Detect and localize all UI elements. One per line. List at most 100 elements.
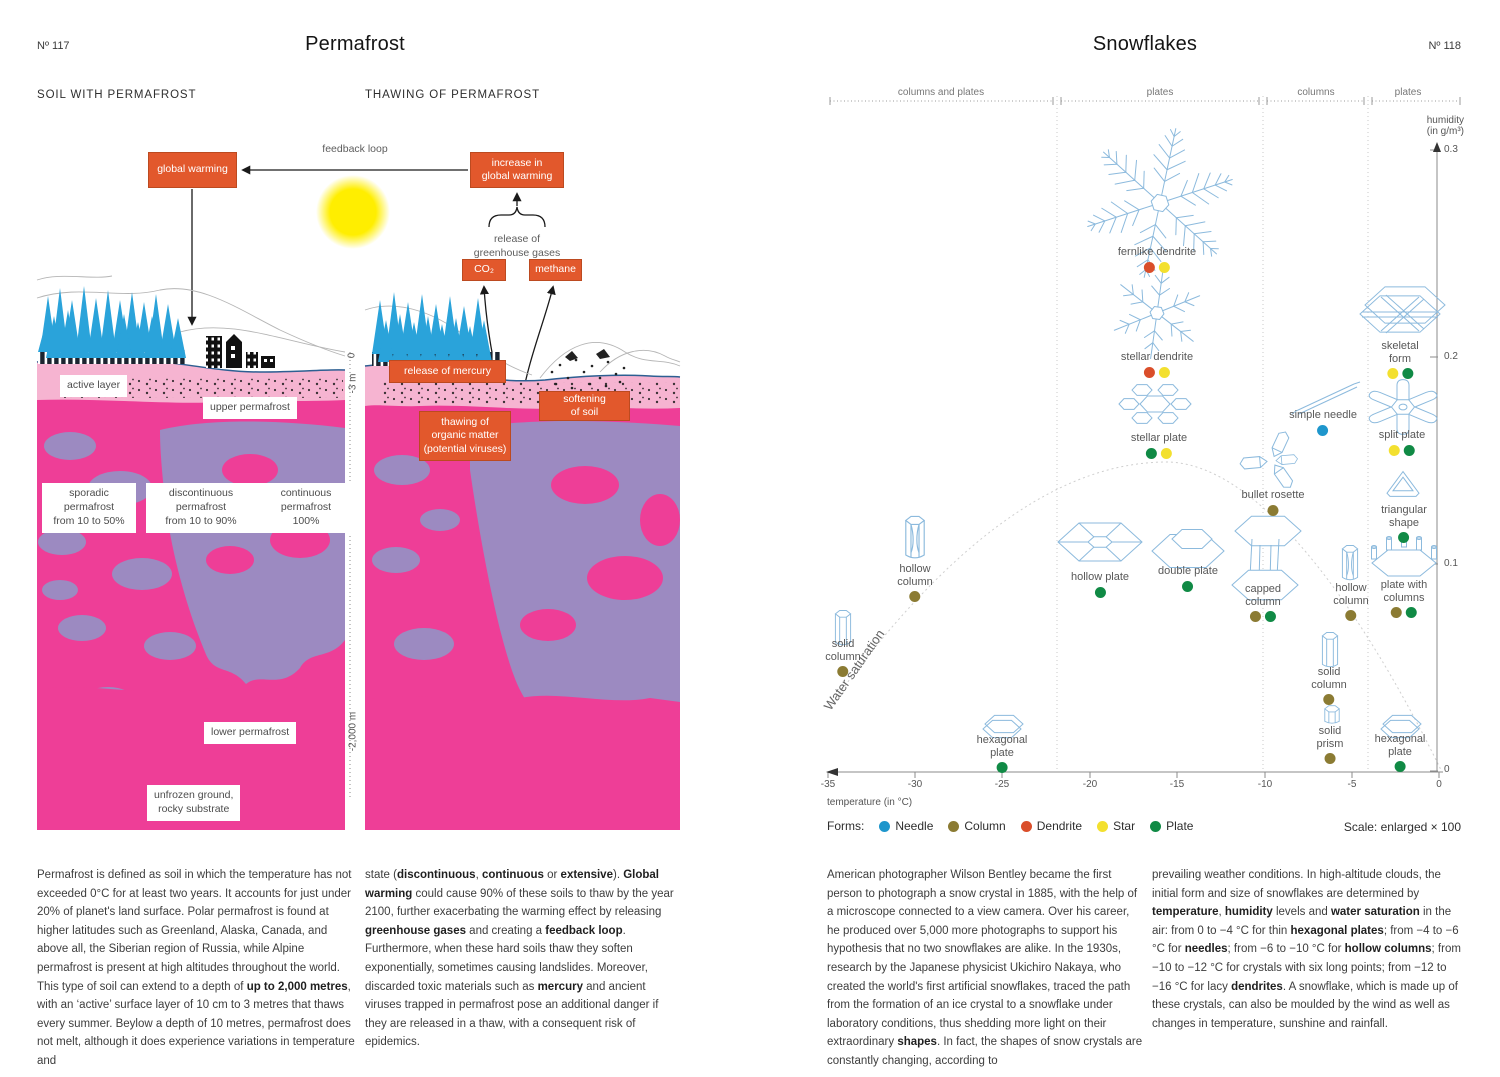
snowflake-chart-art xyxy=(826,96,1460,778)
y-tick-03: 0.3 xyxy=(1444,144,1458,155)
water-saturation-curve xyxy=(829,461,1442,771)
y-tick-01: 0.1 xyxy=(1444,558,1458,569)
form-dot xyxy=(1020,820,1032,832)
form-dot xyxy=(1401,368,1413,379)
forms-legend: Forms: Needle Column Dendrite Star Plate xyxy=(827,819,1193,833)
x-tick: -25 xyxy=(994,779,1010,790)
double-plate-icon xyxy=(1152,529,1224,567)
body-text-left-col1: Permafrost is defined as soil in which t… xyxy=(37,869,355,1067)
chart-item: capped column xyxy=(1245,583,1281,622)
chart-item: stellar plate xyxy=(1131,432,1187,459)
y-tick-0: 0 xyxy=(1444,764,1450,775)
crystal-label: stellar dendrite xyxy=(1120,351,1194,363)
feedback-loop-label: feedback loop xyxy=(322,143,388,155)
form-dot xyxy=(1390,607,1402,618)
form-dot xyxy=(1324,753,1336,764)
form-dot xyxy=(1265,611,1276,622)
depth-0-label: 0 xyxy=(346,352,358,359)
y-axis-label: humidity (in g/m³) xyxy=(1426,115,1464,137)
legend-entry-column: Column xyxy=(948,819,1006,833)
triangular-shape-icon xyxy=(1387,472,1419,497)
hollow-column-icon xyxy=(906,516,924,557)
split-plate-icon xyxy=(1366,379,1440,435)
lower-permafrost-label: lower permafrost xyxy=(204,722,297,744)
solid-prism-icon xyxy=(1324,705,1340,724)
form-dot xyxy=(1097,820,1109,832)
form-dot xyxy=(1159,261,1170,273)
crystal-label: solid column xyxy=(1311,666,1347,691)
form-dot xyxy=(1145,447,1157,459)
form-dot xyxy=(1398,532,1410,543)
legend-entry-plate: Plate xyxy=(1150,819,1193,833)
form-dot xyxy=(1150,820,1162,832)
crystal-label: skeletal form xyxy=(1381,340,1419,365)
form-dot xyxy=(1182,580,1194,592)
chart-item: split plate xyxy=(1379,429,1425,456)
section-soil-with-permafrost: SOIL WITH PERMAFROST xyxy=(37,89,197,101)
scale-note: Scale: enlarged × 100 xyxy=(1343,820,1461,834)
form-dot xyxy=(1250,611,1261,622)
upper-permafrost-label: upper permafrost xyxy=(203,397,297,419)
skeletal-form-icon xyxy=(1360,287,1445,333)
x-tick: -20 xyxy=(1082,779,1098,790)
crystal-label: split plate xyxy=(1378,429,1426,441)
y-tick-02: 0.2 xyxy=(1444,351,1458,362)
discontinuous-permafrost-label: discontinuous permafrost from 10 to 90% xyxy=(146,483,256,533)
crystal-label: stellar plate xyxy=(1130,432,1188,444)
section-thawing-of-permafrost: THAWING OF PERMAFROST xyxy=(365,89,540,101)
bullet-rosette-icon xyxy=(1239,429,1299,491)
body-text-left-col2: state (discontinuous, continuous or exte… xyxy=(365,869,674,1049)
form-dot xyxy=(909,591,921,602)
form-dot xyxy=(1323,694,1335,705)
sporadic-permafrost-label: sporadic permafrost from 10 to 50% xyxy=(42,483,136,533)
form-dot xyxy=(879,820,891,832)
legend-title: Forms: xyxy=(827,819,865,833)
legend-entry-star: Star xyxy=(1097,819,1135,833)
capped-column-icon xyxy=(1232,516,1301,599)
x-tick: -15 xyxy=(1169,779,1185,790)
x-tick: -30 xyxy=(907,779,923,790)
legend-entry-dendrite: Dendrite xyxy=(1020,819,1082,833)
chart-item: hexagonal plate xyxy=(1374,733,1426,772)
forest-icon xyxy=(372,292,502,366)
x-axis-arrow-icon xyxy=(826,768,838,776)
x-tick: -10 xyxy=(1257,779,1273,790)
chart-item: triangular shape xyxy=(1381,504,1427,543)
increase-global-warming-box: increase in global warming xyxy=(470,152,564,188)
body-text-right-col1: American photographer Wilson Bentley bec… xyxy=(827,869,1143,1067)
crystal-label: plate with columns xyxy=(1380,579,1428,604)
chart-item: hexagonal plate xyxy=(976,734,1028,773)
depth-2000m-label: -2,000 m xyxy=(347,711,359,752)
form-dot xyxy=(1144,261,1155,273)
methane-box: methane xyxy=(529,259,582,281)
solid-column-icon xyxy=(1321,632,1339,668)
global-warming-box: global warming xyxy=(148,152,237,188)
chart-item: solid prism xyxy=(1317,725,1343,764)
zone-columns-and-plates: columns and plates xyxy=(897,87,985,98)
zone-plates-2: plates xyxy=(1394,87,1422,98)
simple-needle-icon xyxy=(1291,381,1361,415)
crystal-label: simple needle xyxy=(1289,409,1357,421)
crystal-label: hexagonal plate xyxy=(1374,733,1426,758)
chart-item: solid column xyxy=(825,638,861,677)
form-dot xyxy=(1159,366,1170,378)
crystal-drawings xyxy=(834,124,1445,737)
depth-3m-label: -3 m xyxy=(347,373,359,394)
crystal-label: hexagonal plate xyxy=(976,734,1028,759)
zone-columns: columns xyxy=(1297,87,1335,98)
chart-item: skeletal form xyxy=(1381,340,1419,379)
active-layer-label: active layer xyxy=(60,375,128,397)
form-dot xyxy=(1160,447,1172,459)
zone-plates-1: plates xyxy=(1146,87,1174,98)
crystal-label: fernlike dendrite xyxy=(1117,246,1197,258)
x-axis-label: temperature (in °C) xyxy=(827,797,913,808)
stellar-plate-icon xyxy=(1119,385,1191,424)
chart-item: bullet rosette xyxy=(1242,489,1304,516)
chart-item: hollow plate xyxy=(1071,571,1129,598)
unfrozen-ground-label: unfrozen ground, rocky substrate xyxy=(147,785,241,821)
chart-item: hollow column xyxy=(1333,582,1369,621)
continuous-permafrost-label: continuous permafrost 100% xyxy=(256,483,356,533)
co2-box: CO₂ xyxy=(462,259,506,281)
hollow-column-icon xyxy=(1342,546,1357,580)
thaw-diagram-art xyxy=(364,192,681,830)
